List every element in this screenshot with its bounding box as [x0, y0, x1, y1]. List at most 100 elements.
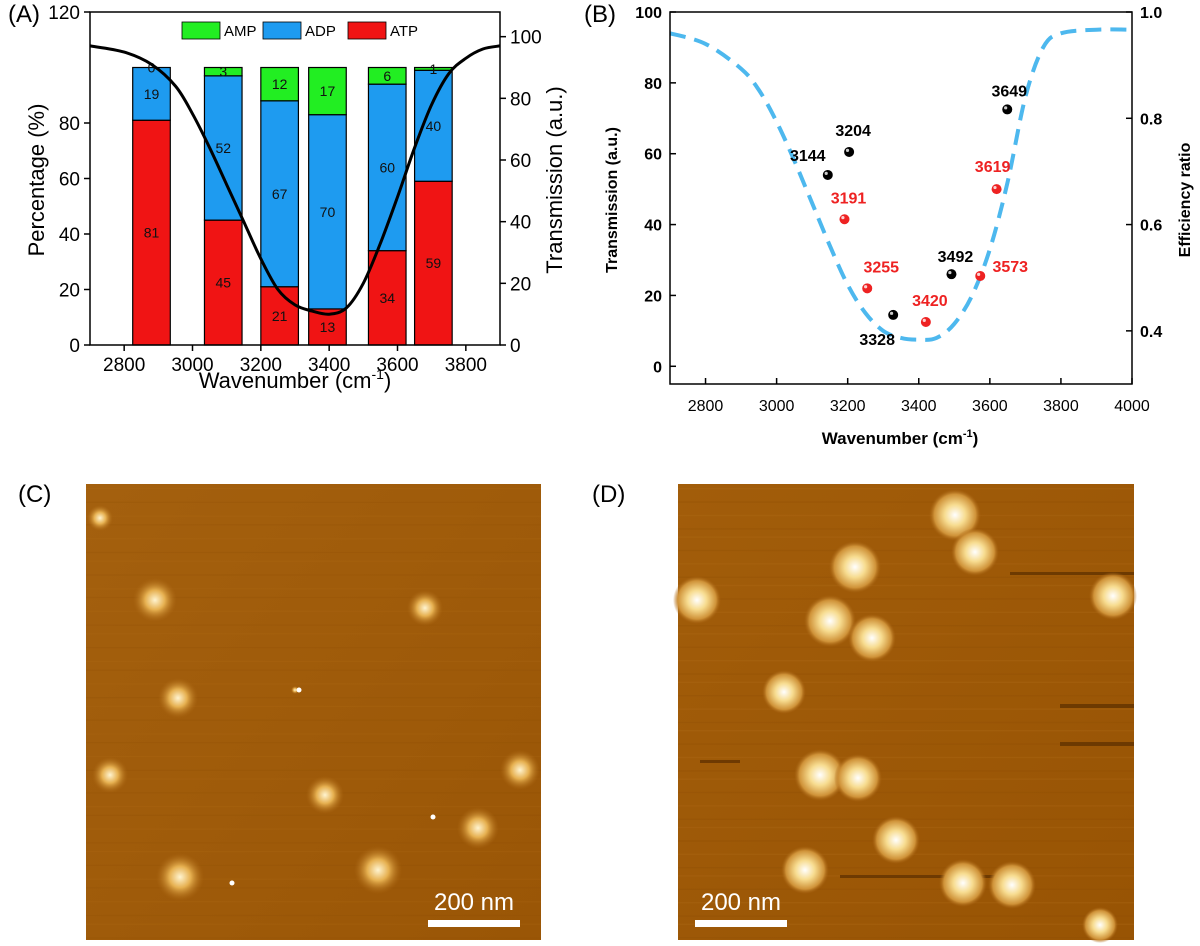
bar-adp-1 [203, 75, 243, 221]
afm-d-particles [673, 489, 1137, 943]
afm-particle [1089, 572, 1137, 620]
data-point-3144 [822, 169, 833, 180]
y-tick-label: 80 [59, 114, 80, 135]
scan-line [678, 791, 1134, 794]
y-right-tick-label: 0.8 [1140, 111, 1162, 128]
data-label-3619: 3619 [975, 159, 1011, 176]
afm-particle [92, 757, 128, 793]
afm-particle [939, 859, 987, 907]
scan-line [678, 888, 1134, 890]
data-point-highlight-3144 [824, 171, 828, 175]
afm-image-c: 200 nm [86, 484, 541, 940]
chart-b-dashed-layer [669, 27, 1133, 342]
afm-d-scale-bar [695, 920, 787, 927]
data-point-highlight-3492 [948, 270, 952, 275]
data-point-3255 [862, 283, 873, 294]
bar-adp-0 [132, 66, 171, 121]
x-tick-label: 2800 [103, 355, 145, 376]
x-tick-label: 3000 [171, 355, 213, 376]
chart-b-points: 3144 3204 3328 3492 3649 3191 3255 3420 3573 3619 [790, 83, 1028, 348]
scan-line [86, 755, 541, 758]
scan-line [678, 923, 1134, 925]
scan-line [86, 624, 541, 626]
bar-label-adp-3: 70 [320, 204, 336, 220]
scan-line [86, 878, 541, 880]
afm-particle [407, 590, 443, 626]
scan-line [678, 501, 1134, 503]
panel-label-d: (D) [592, 481, 625, 508]
x-tick-label: 4000 [1114, 398, 1150, 415]
afm-particle [988, 861, 1036, 909]
chart-b-y-axis-title: Transmission (a.u.) [604, 127, 621, 273]
chart-b-y-ticks: 0 20 40 60 80 100 [635, 5, 676, 376]
y-tick-label: 20 [59, 281, 80, 302]
scan-line [678, 660, 1134, 662]
afm-particle [804, 595, 856, 647]
y-tick-label: 80 [644, 76, 662, 93]
scan-line [678, 721, 1134, 724]
bar-atp-4 [367, 250, 407, 346]
data-label-3492: 3492 [938, 249, 974, 266]
afm-particle [848, 614, 896, 662]
bar-label-atp-0: 81 [144, 225, 160, 241]
scan-line [86, 501, 541, 503]
y-tick-label: 0 [69, 336, 80, 357]
scan-line [678, 770, 1134, 772]
scan-line [678, 805, 1134, 807]
bar-amp-1 [203, 66, 243, 77]
scan-line [678, 584, 1134, 587]
bar-label-adp-4: 60 [379, 159, 395, 175]
chart-a-x-ticks: 2800 3000 3200 3400 3600 3800 [103, 345, 487, 376]
x-tick-label: 3200 [830, 398, 866, 415]
chart-b-x-ticks: 2800 3000 3200 3400 3600 3800 4000 [688, 378, 1150, 415]
chart-a-y-ticks: 0 20 40 60 80 120 [48, 3, 90, 357]
data-label-3649: 3649 [991, 83, 1027, 100]
scan-line [86, 842, 541, 844]
data-label-3255: 3255 [863, 259, 899, 276]
y-right-tick-label: 1.0 [1140, 5, 1162, 22]
y-tick-label: 40 [59, 225, 80, 246]
scan-line [678, 915, 1134, 917]
data-label-3191: 3191 [831, 190, 867, 207]
scan-line [678, 549, 1134, 552]
afm-particle [951, 528, 999, 576]
data-label-3420: 3420 [912, 293, 948, 310]
data-point-highlight-3573 [977, 272, 981, 276]
data-point-highlight-3328 [889, 311, 894, 315]
legend-label-amp: AMP [224, 23, 257, 40]
scan-line [86, 733, 541, 735]
scan-line [678, 743, 1134, 745]
bar-amp-4 [367, 66, 407, 85]
scan-line [86, 828, 541, 830]
legend-swatch-adp [262, 21, 302, 40]
chart-a-y-axis-title-right: Transmission (a.u.) [542, 86, 567, 273]
afm-bright-spot [296, 687, 302, 693]
efficiency-dashed-curve [669, 27, 1133, 342]
y-right-tick-label: 0.4 [1140, 324, 1162, 341]
data-point-3420 [920, 317, 931, 327]
bar-label-adp-5: 40 [426, 118, 442, 134]
data-point-highlight-3649 [1004, 106, 1008, 110]
afm-c-scale-bar [428, 920, 520, 927]
data-point-3328 [888, 309, 899, 320]
bar-label-amp-4: 6 [383, 68, 391, 84]
bar-adp-5 [413, 69, 453, 182]
scan-line [678, 695, 1134, 697]
chart-a-y-axis-title: Percentage (%) [24, 104, 49, 257]
data-point-3204 [844, 146, 855, 157]
afm-particle [929, 489, 981, 541]
bar-label-atp-2: 21 [272, 308, 288, 324]
chart-b-frame [669, 11, 1133, 385]
data-point-3492 [946, 269, 957, 280]
afm-particle [306, 776, 344, 814]
afm-image-d: 200 nm [673, 484, 1137, 943]
scan-line [86, 538, 541, 540]
scan-line [678, 598, 1134, 600]
bar-label-atp-1: 45 [215, 275, 231, 291]
afm-particle [133, 578, 177, 622]
data-point-highlight-3255 [864, 285, 868, 289]
scan-artifact [700, 760, 740, 763]
data-point-3619 [991, 184, 1002, 195]
scan-line [86, 683, 541, 685]
